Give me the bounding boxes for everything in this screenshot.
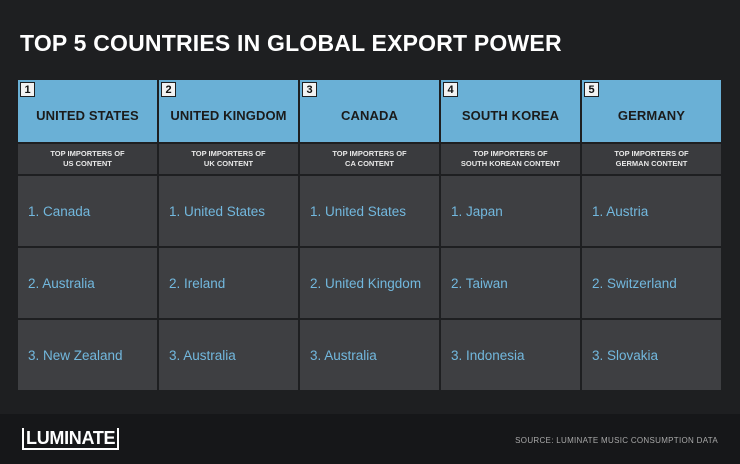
importer-cell: 3. New Zealand xyxy=(18,320,157,390)
country-column: 5 GERMANY TOP IMPORTERS OF GERMAN CONTEN… xyxy=(582,80,721,390)
subtitle-line: TOP IMPORTERS OF xyxy=(473,149,548,158)
subtitle-line: TOP IMPORTERS OF xyxy=(50,149,125,158)
subtitle-line: CA CONTENT xyxy=(345,159,394,168)
importer-cell: 2. Australia xyxy=(18,248,157,318)
importer-cell: 2. Switzerland xyxy=(582,248,721,318)
rank-badge: 5 xyxy=(584,82,599,97)
country-column: 1 UNITED STATES TOP IMPORTERS OF US CONT… xyxy=(18,80,157,390)
country-column: 3 CANADA TOP IMPORTERS OF CA CONTENT 1. … xyxy=(300,80,439,390)
country-header: 3 CANADA xyxy=(300,80,439,142)
subtitle-line: UK CONTENT xyxy=(203,159,254,168)
country-header: 2 UNITED KINGDOM xyxy=(159,80,298,142)
importer-name: 2. Switzerland xyxy=(592,275,677,291)
page-title: TOP 5 COUNTRIES IN GLOBAL EXPORT POWER xyxy=(20,30,562,56)
importer-cell: 1. Austria xyxy=(582,176,721,246)
importer-cell: 1. United States xyxy=(300,176,439,246)
country-column: 2 UNITED KINGDOM TOP IMPORTERS OF UK CON… xyxy=(159,80,298,390)
importer-name: 3. Australia xyxy=(310,347,377,363)
country-name: UNITED STATES xyxy=(36,107,139,123)
importer-cell: 3. Australia xyxy=(300,320,439,390)
subtitle-line: GERMAN CONTENT xyxy=(615,159,688,168)
importer-name: 1. United States xyxy=(310,203,407,219)
footer: LUMINATE SOURCE: LUMINATE MUSIC CONSUMPT… xyxy=(0,414,740,464)
subtitle-line: TOP IMPORTERS OF xyxy=(332,149,407,158)
importer-cell: 2. Ireland xyxy=(159,248,298,318)
country-name: SOUTH KOREA xyxy=(461,107,560,123)
importer-name: 1. United States xyxy=(169,203,266,219)
rank-badge: 2 xyxy=(161,82,176,97)
rank-badge: 3 xyxy=(302,82,317,97)
subtitle-line: SOUTH KOREAN CONTENT xyxy=(460,159,561,168)
column-subtitle: TOP IMPORTERS OF CA CONTENT xyxy=(300,144,439,174)
subtitle-line: US CONTENT xyxy=(63,159,112,168)
importer-name: 1. Japan xyxy=(451,203,503,219)
importer-cell: 1. Japan xyxy=(441,176,580,246)
importer-cell: 2. United Kingdom xyxy=(300,248,439,318)
country-header: 4 SOUTH KOREA xyxy=(441,80,580,142)
importer-cell: 3. Slovakia xyxy=(582,320,721,390)
importer-cell: 2. Taiwan xyxy=(441,248,580,318)
importer-name: 1. Austria xyxy=(592,203,649,219)
importer-name: 3. Indonesia xyxy=(451,347,525,363)
importer-cell: 1. Canada xyxy=(18,176,157,246)
country-name: GERMANY xyxy=(617,107,686,123)
importer-name: 2. Australia xyxy=(28,275,95,291)
importer-name: 2. United Kingdom xyxy=(310,275,422,291)
country-name: UNITED KINGDOM xyxy=(170,107,287,123)
country-column: 4 SOUTH KOREA TOP IMPORTERS OF SOUTH KOR… xyxy=(441,80,580,390)
country-name: CANADA xyxy=(341,107,398,123)
country-header: 5 GERMANY xyxy=(582,80,721,142)
luminate-logo: LUMINATE xyxy=(22,428,120,450)
export-power-table: 1 UNITED STATES TOP IMPORTERS OF US CONT… xyxy=(18,80,721,390)
importer-name: 3. Slovakia xyxy=(592,347,659,363)
rank-badge: 1 xyxy=(20,82,35,97)
column-subtitle: TOP IMPORTERS OF GERMAN CONTENT xyxy=(582,144,721,174)
importer-name: 2. Ireland xyxy=(169,275,226,291)
importer-name: 3. Australia xyxy=(169,347,236,363)
country-header: 1 UNITED STATES xyxy=(18,80,157,142)
importer-cell: 1. United States xyxy=(159,176,298,246)
rank-badge: 4 xyxy=(443,82,458,97)
column-subtitle: TOP IMPORTERS OF US CONTENT xyxy=(18,144,157,174)
subtitle-line: TOP IMPORTERS OF xyxy=(614,149,689,158)
source-note: SOURCE: LUMINATE MUSIC CONSUMPTION DATA xyxy=(515,436,718,445)
importer-cell: 3. Indonesia xyxy=(441,320,580,390)
importer-name: 3. New Zealand xyxy=(28,347,123,363)
subtitle-line: TOP IMPORTERS OF xyxy=(191,149,266,158)
column-subtitle: TOP IMPORTERS OF SOUTH KOREAN CONTENT xyxy=(441,144,580,174)
importer-name: 2. Taiwan xyxy=(451,275,508,291)
importer-cell: 3. Australia xyxy=(159,320,298,390)
column-subtitle: TOP IMPORTERS OF UK CONTENT xyxy=(159,144,298,174)
importer-name: 1. Canada xyxy=(28,203,91,219)
